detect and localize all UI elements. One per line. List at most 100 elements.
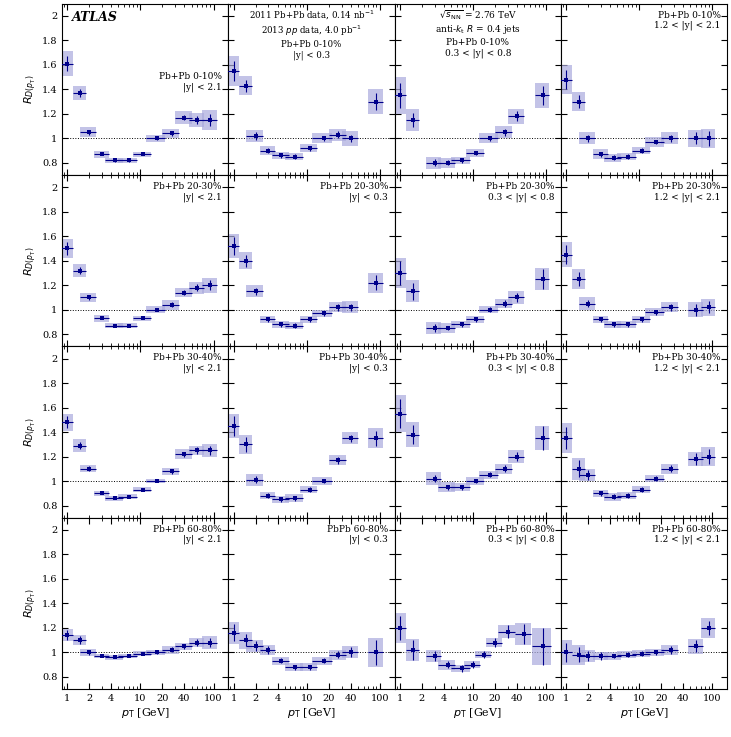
Text: Pb+Pb 30-40%
0.3 < |y| < 0.8: Pb+Pb 30-40% 0.3 < |y| < 0.8 (486, 353, 554, 373)
Bar (466, 478, 484, 485)
Bar (451, 665, 469, 672)
Bar (271, 496, 289, 503)
Bar (579, 469, 595, 481)
Bar (368, 273, 383, 293)
Bar (60, 52, 73, 76)
Bar (451, 321, 469, 328)
Bar (406, 280, 419, 302)
Bar (260, 645, 275, 654)
Bar (239, 632, 252, 649)
Bar (246, 285, 262, 298)
Bar (645, 649, 664, 656)
Bar (60, 413, 73, 431)
Bar (60, 629, 73, 641)
X-axis label: $p_\mathrm{T}$ [GeV]: $p_\mathrm{T}$ [GeV] (121, 706, 170, 720)
Bar (175, 450, 192, 459)
Text: Pb+Pb 20-30%
|y| < 2.1: Pb+Pb 20-30% |y| < 2.1 (154, 182, 221, 202)
Bar (312, 657, 332, 665)
Bar (202, 444, 216, 456)
Bar (593, 489, 607, 497)
Bar (559, 65, 572, 94)
Bar (162, 646, 179, 654)
Bar (535, 268, 549, 290)
Bar (271, 152, 289, 159)
Bar (701, 447, 716, 467)
Bar (80, 128, 96, 137)
Bar (495, 464, 512, 474)
Bar (118, 158, 137, 163)
Bar (495, 298, 512, 309)
Bar (162, 128, 179, 139)
Bar (300, 315, 317, 323)
Bar (535, 426, 549, 450)
Bar (80, 465, 96, 472)
Bar (239, 435, 252, 454)
Bar (645, 309, 664, 315)
Text: ATLAS: ATLAS (72, 10, 118, 24)
Bar (284, 153, 303, 161)
Bar (498, 626, 515, 638)
Bar (329, 455, 346, 465)
Bar (80, 649, 96, 656)
Bar (495, 126, 512, 139)
Bar (426, 472, 442, 485)
Bar (508, 450, 524, 463)
Bar (300, 486, 317, 493)
Bar (189, 446, 204, 455)
Bar (312, 133, 332, 143)
Bar (118, 654, 137, 658)
Bar (406, 422, 419, 447)
Bar (105, 158, 123, 163)
Bar (515, 623, 531, 645)
Bar (535, 83, 549, 108)
Bar (464, 661, 480, 668)
Bar (572, 458, 585, 480)
Bar (688, 639, 703, 654)
Bar (300, 663, 317, 671)
Bar (189, 113, 204, 128)
Bar (604, 493, 621, 500)
Bar (572, 645, 585, 665)
Y-axis label: $R_{D(p_\mathrm{T})}$: $R_{D(p_\mathrm{T})}$ (23, 417, 39, 447)
Bar (175, 111, 192, 124)
Bar (438, 660, 455, 669)
Bar (329, 302, 346, 312)
Bar (662, 132, 678, 144)
Text: Pb+Pb 60-80%
|y| < 2.1: Pb+Pb 60-80% |y| < 2.1 (153, 525, 221, 545)
Bar (645, 137, 664, 147)
Bar (260, 492, 275, 500)
Bar (632, 650, 650, 657)
Bar (175, 287, 192, 298)
Text: Pb+Pb 20-30%
0.3 < |y| < 0.8: Pb+Pb 20-30% 0.3 < |y| < 0.8 (486, 182, 554, 202)
Bar (617, 153, 636, 161)
Bar (662, 645, 678, 654)
Bar (94, 654, 109, 658)
Bar (341, 131, 357, 146)
Y-axis label: $R_{D(p_\mathrm{T})}$: $R_{D(p_\mathrm{T})}$ (23, 246, 39, 276)
Bar (80, 293, 96, 302)
Text: Pb+Pb 20-30%
|y| < 0.3: Pb+Pb 20-30% |y| < 0.3 (319, 182, 388, 202)
Bar (572, 269, 585, 289)
Bar (94, 491, 109, 496)
Bar (393, 258, 406, 287)
Bar (133, 152, 151, 157)
Text: 2011 Pb+Pb data, 0.14 nb$^{-1}$
2013 $pp$ data, 4.0 pb$^{-1}$
Pb+Pb 0-10%
|y| < : 2011 Pb+Pb data, 0.14 nb$^{-1}$ 2013 $pp… (249, 9, 374, 60)
Bar (146, 650, 165, 654)
Bar (329, 128, 346, 141)
Bar (146, 135, 165, 142)
Y-axis label: $R_{D(p_\mathrm{T})}$: $R_{D(p_\mathrm{T})}$ (23, 74, 39, 104)
Bar (438, 323, 455, 333)
Bar (632, 486, 650, 493)
Bar (284, 495, 303, 502)
Bar (284, 663, 303, 671)
Bar (246, 640, 262, 652)
Bar (271, 657, 289, 665)
Bar (189, 282, 204, 294)
Bar (368, 89, 383, 113)
Bar (559, 424, 572, 453)
Text: PbPb 60-80%
|y| < 0.3: PbPb 60-80% |y| < 0.3 (327, 525, 388, 545)
Bar (202, 278, 216, 293)
Bar (438, 158, 455, 168)
Bar (162, 300, 179, 310)
Bar (632, 147, 650, 154)
